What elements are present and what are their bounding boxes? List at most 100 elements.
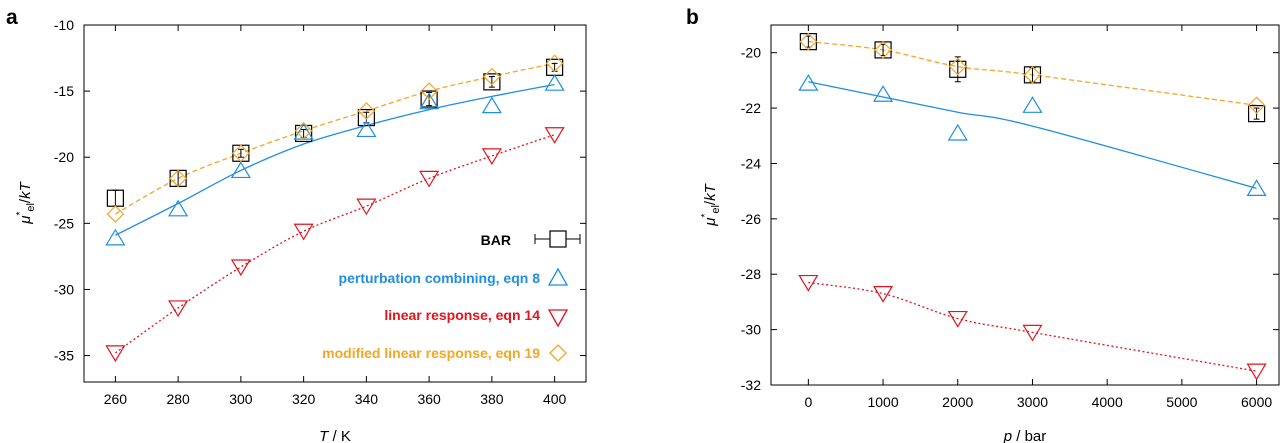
- data-point-linear-response: [230, 259, 251, 277]
- x-tick-label: 4000: [1092, 394, 1123, 410]
- legend-marker-modified-linear-response: [549, 344, 567, 362]
- data-point-modified-linear-response: [874, 41, 892, 59]
- y-tick-label: -28: [741, 266, 761, 282]
- data-point-linear-response: [1022, 324, 1043, 342]
- data-point-perturbation: [1022, 96, 1043, 113]
- data-point-modified-linear-response: [948, 57, 967, 76]
- y-tick-label: -20: [54, 149, 74, 165]
- legend-label-perturbation: perturbation combining, eqn 8: [339, 270, 541, 286]
- data-point-linear-response: [1246, 363, 1267, 381]
- data-point-linear-response: [419, 170, 440, 188]
- x-tick-label: 280: [166, 391, 190, 407]
- data-point-linear-response: [872, 286, 894, 303]
- plot-a-frame: [83, 24, 587, 383]
- x-tick-label: 3000: [1017, 394, 1048, 410]
- series-line-modified-linear-response: [115, 62, 555, 215]
- y-tick-label: -24: [741, 155, 761, 171]
- x-tick-label: 360: [417, 391, 441, 407]
- panel-b-label: b: [686, 6, 699, 29]
- data-point-bar: [357, 108, 375, 127]
- data-point-modified-linear-response: [169, 169, 187, 188]
- x-tick-label: 300: [229, 391, 253, 407]
- x-tick-label: 260: [104, 391, 128, 407]
- data-point-modified-linear-response: [420, 82, 438, 100]
- data-point-linear-response: [168, 300, 189, 318]
- legend-label-modified-linear-response: modified linear response, eqn 19: [322, 345, 540, 361]
- series-line-linear-response: [808, 281, 1257, 372]
- data-point-modified-linear-response: [294, 121, 313, 140]
- data-point-linear-response: [293, 223, 314, 241]
- x-tick-label: 340: [355, 391, 379, 407]
- data-point-perturbation: [872, 85, 894, 102]
- data-point-bar: [874, 41, 892, 59]
- data-point-modified-linear-response: [357, 102, 376, 120]
- legend-marker-perturbation: [547, 267, 569, 286]
- y-tick-label: -30: [54, 281, 74, 297]
- data-point-perturbation: [419, 92, 440, 110]
- data-point-modified-linear-response: [799, 32, 818, 51]
- data-point-bar: [949, 56, 967, 83]
- data-point-bar: [106, 189, 124, 207]
- data-point-perturbation: [105, 228, 126, 246]
- y-tick-label: -20: [741, 45, 761, 61]
- legend-marker-linear-response: [547, 309, 569, 328]
- data-point-modified-linear-response: [1023, 65, 1042, 84]
- x-tick-label: 320: [292, 391, 316, 407]
- x-tick-label: 400: [543, 391, 567, 407]
- data-point-perturbation: [544, 74, 565, 91]
- y-tick-label: -15: [54, 83, 74, 99]
- data-point-linear-response: [544, 127, 565, 144]
- y-tick-label: -30: [741, 322, 761, 338]
- panel-a-label: a: [6, 6, 18, 29]
- data-point-linear-response: [947, 310, 968, 328]
- legend-label-linear-response: linear response, eqn 14: [384, 307, 540, 323]
- data-point-perturbation: [1246, 179, 1267, 196]
- x-tick-label: 5000: [1166, 394, 1197, 410]
- data-point-modified-linear-response: [545, 54, 564, 73]
- legend-marker-bar: [534, 230, 581, 248]
- plot-b-frame: [770, 24, 1280, 386]
- panel-b: b 0 1000 2000 3000 4000 5000 6000 -32 -30 -28 -26 -…: [686, 6, 1280, 443]
- y-tick-label: -10: [54, 17, 74, 33]
- y-tick-label: -32: [741, 377, 761, 393]
- x-tick-label: 1000: [867, 394, 898, 410]
- data-point-bar: [232, 144, 250, 162]
- panel-a: a 260 280 300 320 340 360 380 400 -35 -30 -25 -20 -1…: [6, 6, 587, 443]
- data-point-modified-linear-response: [106, 205, 125, 223]
- data-point-perturbation: [168, 199, 189, 217]
- series-line-perturbation: [115, 83, 555, 236]
- data-point-perturbation: [798, 73, 819, 91]
- y-tick-label: -35: [54, 348, 74, 364]
- series-line-linear-response: [114, 134, 555, 354]
- data-point-bar: [1247, 105, 1266, 123]
- series-line-perturbation: [808, 81, 1257, 190]
- data-point-bar: [169, 169, 187, 187]
- legend: BAR perturbation combining, eqn 8 linear…: [322, 230, 581, 362]
- data-point-linear-response: [481, 148, 502, 166]
- data-point-modified-linear-response: [1247, 96, 1266, 115]
- series-line-modified-linear-response: [808, 40, 1257, 106]
- data-point-perturbation: [230, 161, 251, 179]
- data-point-bar: [1023, 66, 1042, 84]
- data-point-modified-linear-response: [483, 67, 501, 86]
- data-point-perturbation: [947, 123, 968, 141]
- y-axis-label-b: μ*el/kT: [700, 182, 722, 226]
- x-tick-label: 6000: [1241, 394, 1272, 410]
- data-point-linear-response: [105, 345, 126, 363]
- x-axis-label-a: T / K: [319, 428, 351, 443]
- y-tick-label: -25: [54, 215, 74, 231]
- x-tick-label: 0: [804, 394, 812, 410]
- x-tick-label: 2000: [942, 394, 973, 410]
- y-axis-label-a: μ*el/kT: [15, 180, 37, 224]
- data-point-bar: [483, 73, 501, 91]
- legend-label-bar: BAR: [481, 232, 511, 248]
- x-tick-label: 380: [480, 391, 504, 407]
- y-tick-label: -22: [741, 100, 761, 116]
- data-point-perturbation: [481, 96, 502, 114]
- data-point-modified-linear-response: [232, 144, 250, 163]
- y-tick-label: -26: [741, 211, 761, 227]
- data-point-bar: [799, 33, 817, 51]
- data-point-linear-response: [356, 198, 377, 216]
- data-point-perturbation: [356, 120, 377, 138]
